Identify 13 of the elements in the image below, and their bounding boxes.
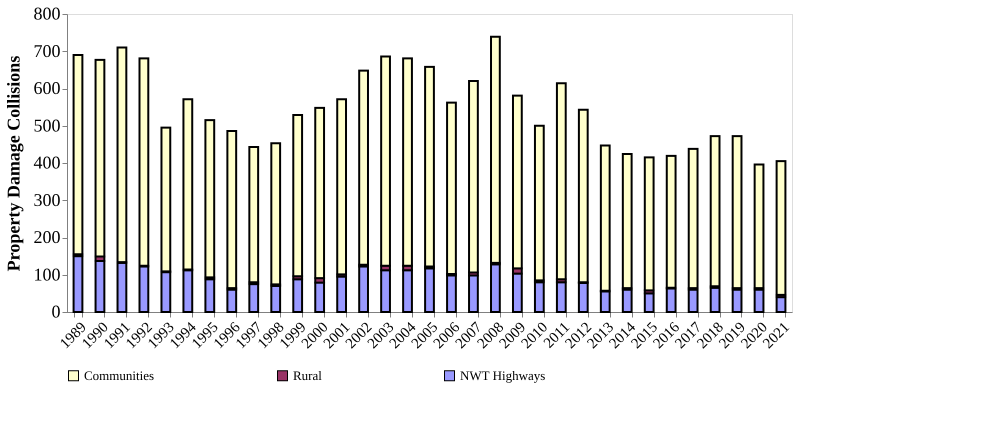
y-tick-label: 400: [34, 152, 60, 172]
y-tick-label: 300: [34, 190, 60, 210]
y-tick-label: 800: [34, 4, 60, 24]
y-tick-label: 500: [34, 115, 60, 136]
legend-label: NWT Highways: [460, 368, 546, 383]
y-axis-title: Property Damage Collisions: [4, 56, 24, 272]
y-tick-label: 600: [34, 78, 60, 98]
legend-label: Communities: [84, 368, 154, 383]
y-tick-label: 0: [52, 302, 60, 322]
y-tick-label: 700: [34, 40, 60, 61]
y-tick-label: 100: [34, 264, 60, 284]
legend-label: Rural: [293, 368, 322, 383]
y-tick-label: 200: [34, 227, 60, 247]
